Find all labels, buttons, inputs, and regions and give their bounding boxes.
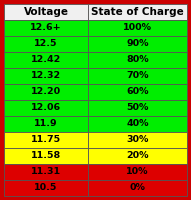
Text: 0%: 0% [130, 184, 146, 192]
Text: 12.5: 12.5 [34, 40, 58, 48]
Bar [4, 100, 88, 116]
Bar [4, 68, 88, 84]
Bar [88, 116, 187, 132]
Text: 50%: 50% [126, 104, 149, 112]
Bar [4, 148, 88, 164]
Text: 12.06: 12.06 [31, 104, 61, 112]
Text: Voltage: Voltage [24, 7, 69, 17]
Text: 30%: 30% [126, 136, 149, 144]
Text: 40%: 40% [126, 119, 149, 129]
Bar [88, 20, 187, 36]
Bar [88, 4, 187, 20]
Bar [4, 164, 88, 180]
Text: 20%: 20% [126, 152, 149, 160]
Bar [4, 20, 88, 36]
Text: State of Charge: State of Charge [91, 7, 184, 17]
Text: 12.42: 12.42 [31, 55, 61, 64]
Text: 10%: 10% [126, 168, 149, 176]
Text: 70%: 70% [126, 72, 149, 80]
Text: 11.31: 11.31 [31, 168, 61, 176]
Bar [4, 132, 88, 148]
Bar [88, 148, 187, 164]
Bar [88, 132, 187, 148]
Bar [88, 36, 187, 52]
Text: 90%: 90% [126, 40, 149, 48]
Bar [4, 36, 88, 52]
Bar [4, 116, 88, 132]
Bar [4, 84, 88, 100]
Text: 11.9: 11.9 [34, 119, 58, 129]
Text: 11.75: 11.75 [31, 136, 61, 144]
Text: 100%: 100% [123, 23, 152, 32]
Text: 12.6+: 12.6+ [30, 23, 62, 32]
Bar [88, 68, 187, 84]
Bar [88, 100, 187, 116]
Bar [4, 180, 88, 196]
Text: 12.32: 12.32 [31, 72, 61, 80]
Text: 60%: 60% [126, 88, 149, 97]
Bar [88, 164, 187, 180]
Bar [88, 84, 187, 100]
Bar [88, 180, 187, 196]
Text: 12.20: 12.20 [31, 88, 61, 97]
Bar [4, 4, 88, 20]
Bar [88, 52, 187, 68]
Bar [4, 52, 88, 68]
Text: 10.5: 10.5 [34, 184, 58, 192]
Text: 80%: 80% [126, 55, 149, 64]
Text: 11.58: 11.58 [31, 152, 61, 160]
